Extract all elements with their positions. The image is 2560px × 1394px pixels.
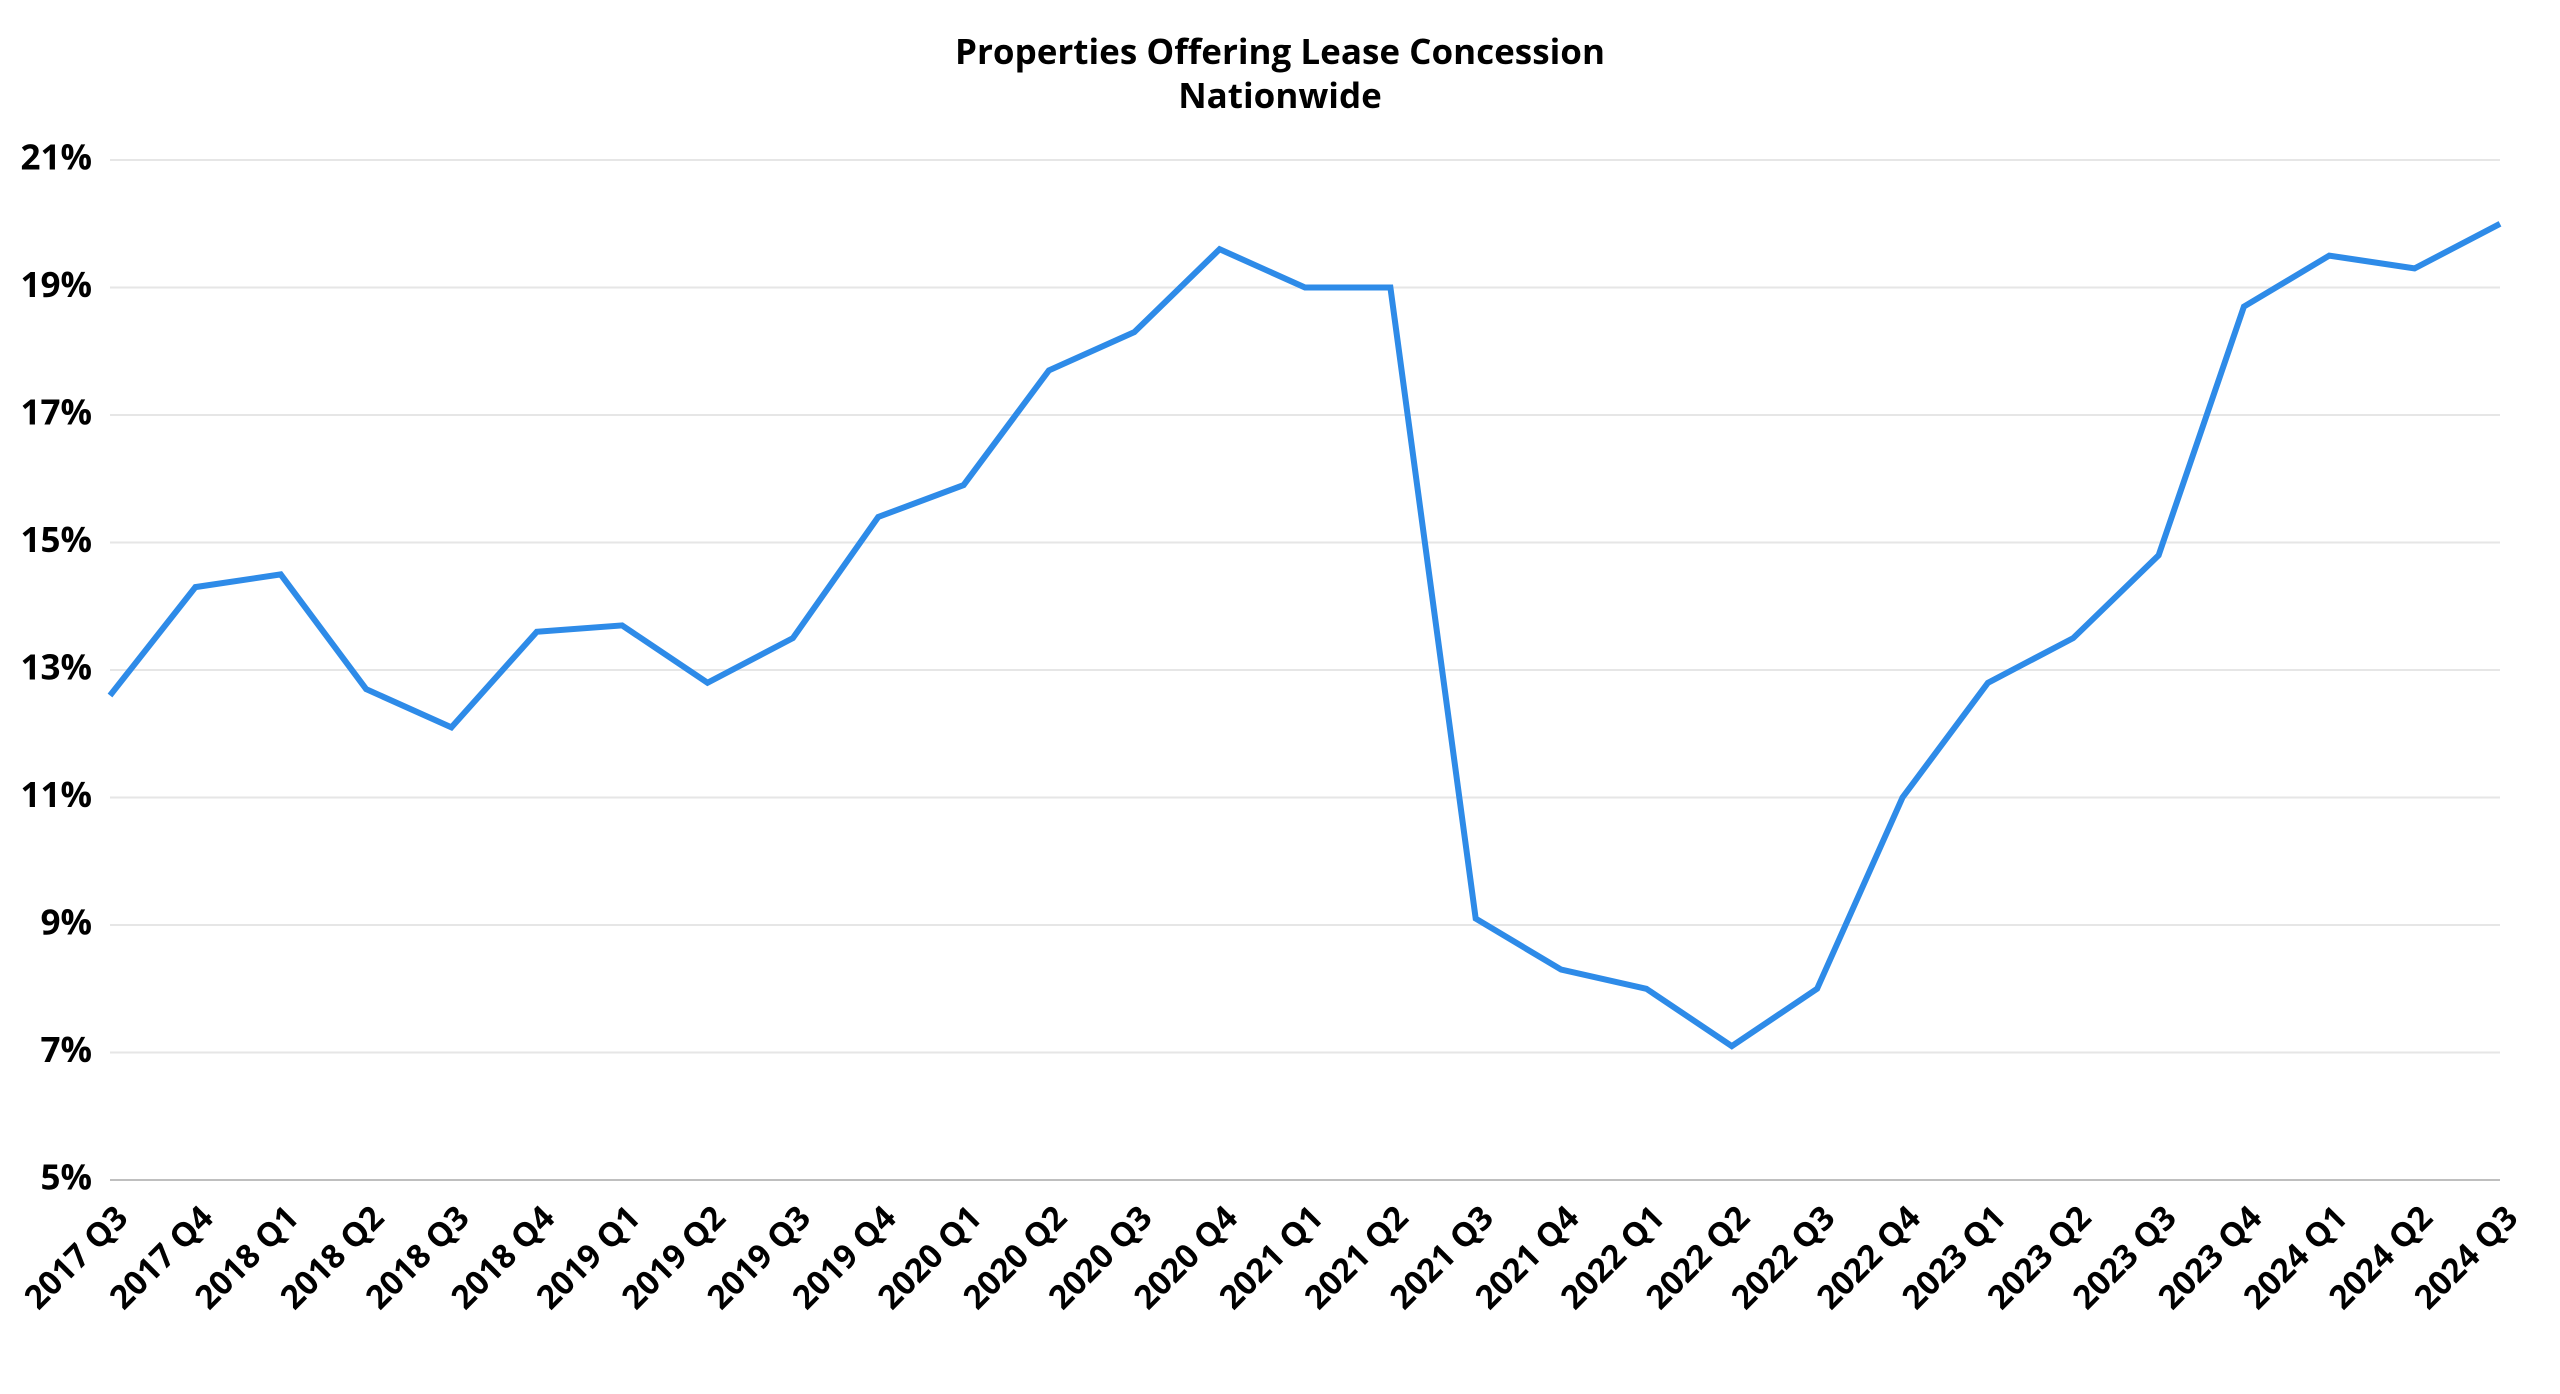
y-tick-label: 11% [20,771,92,818]
y-tick: 15% [20,516,92,563]
y-tick-label: 15% [20,516,92,563]
y-tick-label: 17% [20,388,92,435]
y-tick-label: 5% [40,1153,92,1200]
y-tick-label: 19% [20,261,92,308]
chart-container: Properties Offering Lease Concession Nat… [0,0,2560,1394]
series-line [110,224,2500,1046]
y-tick-label: 7% [40,1026,92,1073]
y-tick: 9% [40,898,92,945]
y-tick-label: 21% [20,133,92,180]
y-tick-label: 9% [40,898,92,945]
y-tick: 7% [40,1026,92,1073]
y-tick-label: 13% [20,643,92,690]
y-tick: 11% [20,771,92,818]
y-tick: 19% [20,261,92,308]
y-tick: 5% [40,1153,92,1200]
chart-svg: 5%7%9%11%13%15%17%19%21%2017 Q32017 Q420… [0,0,2560,1394]
y-tick: 21% [20,133,92,180]
y-tick: 17% [20,388,92,435]
y-tick: 13% [20,643,92,690]
